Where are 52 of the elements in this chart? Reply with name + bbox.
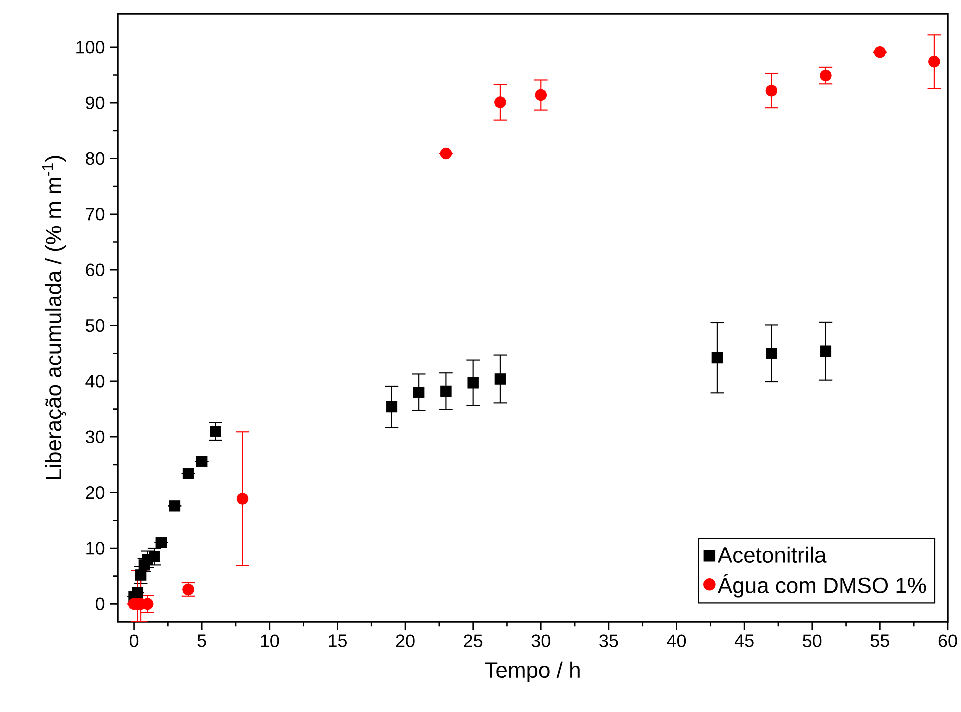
y-tick-label: 80 xyxy=(86,152,105,166)
point xyxy=(132,587,144,599)
point xyxy=(149,551,160,562)
x-tick-label: 50 xyxy=(803,634,822,648)
point xyxy=(712,352,724,364)
y-tick-label: 30 xyxy=(86,430,105,444)
x-tick-label: 40 xyxy=(667,634,686,648)
point xyxy=(135,570,147,581)
point xyxy=(820,70,832,82)
y-tick-label: 100 xyxy=(76,41,105,54)
point xyxy=(468,378,479,389)
x-tick-label: 30 xyxy=(532,634,550,648)
x-tick-label: 45 xyxy=(734,634,754,648)
point xyxy=(535,89,548,102)
x-tick-label: 0 xyxy=(130,634,139,648)
point xyxy=(169,500,181,512)
x-tick-label: 60 xyxy=(938,634,958,648)
point xyxy=(182,468,194,480)
point xyxy=(766,84,778,97)
point xyxy=(440,386,452,398)
y-tick-label: 10 xyxy=(86,542,105,555)
point xyxy=(156,537,168,549)
y-tick-label: 60 xyxy=(86,264,105,276)
y-tick-label: 20 xyxy=(86,486,105,500)
y-tick-label: 70 xyxy=(86,208,105,221)
point xyxy=(494,374,506,385)
x-tick-label: 20 xyxy=(396,634,415,648)
x-tick-label: 10 xyxy=(261,634,280,648)
y-tick-label: 90 xyxy=(86,96,105,110)
point xyxy=(196,456,208,468)
x-axis-title: Tempo / h xyxy=(485,662,580,682)
y-axis-title: Liberação acumulada / (% m m$^{-1}$) xyxy=(42,156,66,480)
point xyxy=(386,401,398,413)
point xyxy=(874,46,886,58)
point xyxy=(928,56,940,68)
point xyxy=(494,96,506,108)
point xyxy=(236,493,249,505)
legend-label: Acetonitrila xyxy=(718,546,827,564)
point xyxy=(440,148,452,160)
point xyxy=(210,426,222,438)
y-tick-label: 0 xyxy=(96,598,105,611)
x-tick-label: 5 xyxy=(198,634,206,648)
y-tick-label: 50 xyxy=(86,319,105,332)
point xyxy=(820,346,832,357)
x-tick-label: 55 xyxy=(870,634,890,648)
x-tick-label: 25 xyxy=(464,634,483,648)
point xyxy=(413,386,425,398)
legend-label: Água com DMSO 1% xyxy=(718,574,926,598)
point xyxy=(766,348,778,360)
y-tick-label: 40 xyxy=(86,375,105,388)
x-tick-label: 15 xyxy=(329,634,347,648)
x-tick-label: 35 xyxy=(600,634,618,648)
